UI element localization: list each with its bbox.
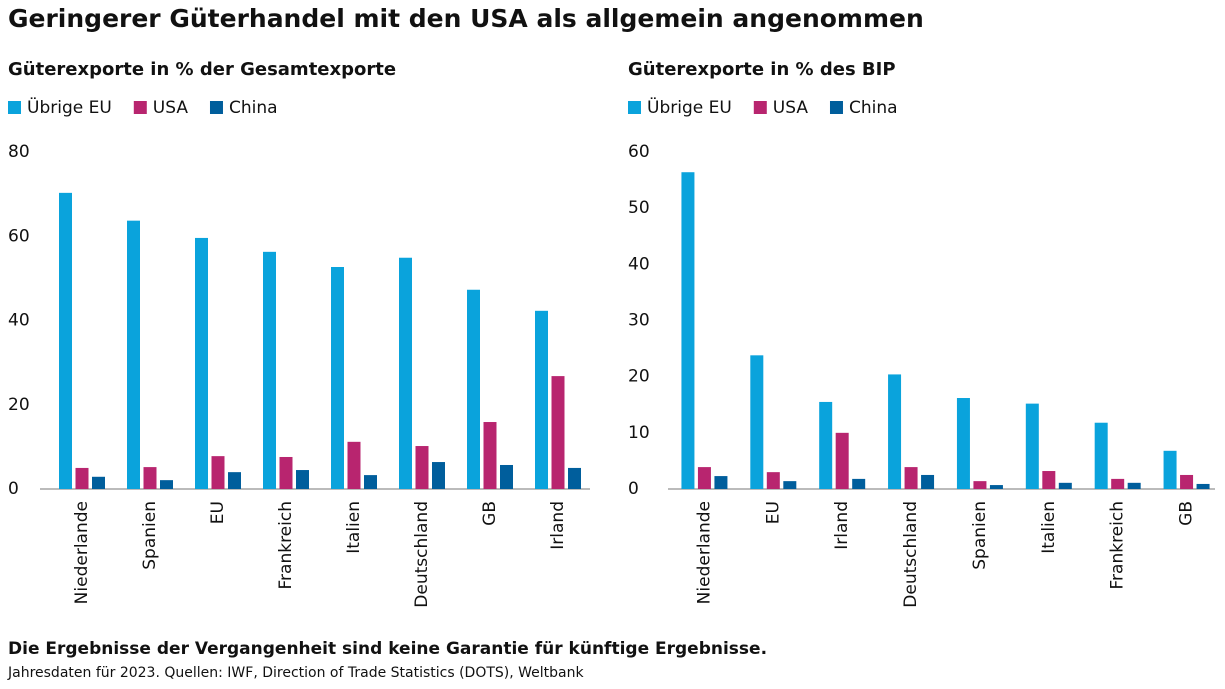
bar [1094,422,1108,489]
bar [681,172,695,489]
y-tick-label: 40 [8,311,30,331]
bar [904,467,918,489]
bar [1025,403,1039,489]
y-tick-label: 60 [8,226,30,246]
y-tick-label: 20 [628,367,650,387]
y-tick-label: 50 [628,198,650,218]
legend-swatch [829,101,843,114]
bar [989,485,1003,489]
legend-label: USA [773,98,809,118]
y-tick-label: 30 [628,311,650,331]
bar [750,355,764,489]
bar [467,289,480,489]
x-tick-label: Irland [548,501,568,550]
bar [399,257,412,489]
bar [956,398,970,489]
legend-swatch [209,101,223,114]
x-tick-label: Niederlande [72,501,92,604]
bar [127,220,140,489]
legend-label: USA [153,98,189,118]
bar [921,474,935,489]
bar [92,476,105,489]
x-tick-label: Deutschland [412,501,432,608]
bar [347,441,361,489]
bar [483,422,497,489]
bar [1111,478,1125,489]
legend-swatch [628,101,641,114]
legend-swatch [753,101,767,114]
legend-label: China [229,98,278,118]
x-tick-label: Frankreich [1108,501,1128,590]
bar [1196,483,1210,489]
x-tick-label: Niederlande [694,501,714,604]
x-tick-label: EU [763,501,783,524]
bar [1058,482,1072,489]
bar [228,472,241,489]
x-tick-label: Deutschland [901,501,921,608]
bar [551,376,565,489]
source: Jahresdaten für 2023. Quellen: IWF, Dire… [7,665,585,681]
bar [195,237,208,489]
bar [568,467,581,489]
bar [415,446,429,489]
y-tick-label: 20 [8,395,30,415]
bar [766,472,780,489]
x-tick-label: Frankreich [276,501,296,590]
bar [211,456,225,489]
bar [331,267,344,489]
bar [783,481,797,489]
bar [535,310,548,489]
bar [835,432,849,489]
legend-swatch [133,101,147,114]
x-tick-label: Spanien [970,501,990,570]
x-tick-label: EU [208,501,228,524]
x-tick-label: Irland [832,501,852,550]
y-tick-label: 40 [628,254,650,274]
legend-label: Übrige EU [647,96,732,118]
y-tick-label: 0 [628,479,639,499]
x-tick-label: Italien [344,501,364,554]
bar [279,456,293,489]
legend-label: China [849,98,898,118]
bar [714,476,728,489]
bar [1180,474,1194,489]
bar [160,480,173,489]
chart-subtitle: Güterexporte in % der Gesamtexporte [8,59,396,80]
bar [432,462,445,489]
disclaimer: Die Ergebnisse der Vergangenheit sind ke… [8,639,767,659]
bar [296,470,309,489]
y-tick-label: 80 [8,142,30,162]
bar [973,481,987,489]
bar [500,464,513,489]
x-tick-label: Italien [1039,501,1059,554]
legend-label: Übrige EU [27,96,112,118]
bar [59,192,72,489]
page-title: Geringerer Güterhandel mit den USA als a… [8,4,924,33]
bar [852,478,866,489]
bar [143,467,157,489]
bar [697,467,711,489]
bar [1042,471,1056,489]
bar [1127,482,1141,489]
y-tick-label: 10 [628,423,650,443]
bar [364,475,377,489]
bar [263,251,276,489]
x-tick-label: GB [480,501,500,526]
y-tick-label: 60 [628,142,650,162]
legend-swatch [8,101,21,114]
x-tick-label: GB [1177,501,1197,526]
bar [819,401,833,489]
x-tick-label: Spanien [140,501,160,570]
chart-subtitle: Güterexporte in % des BIP [628,59,896,80]
y-tick-label: 0 [8,479,19,499]
bar [75,467,89,489]
bar [1163,450,1177,489]
bar [888,374,902,489]
